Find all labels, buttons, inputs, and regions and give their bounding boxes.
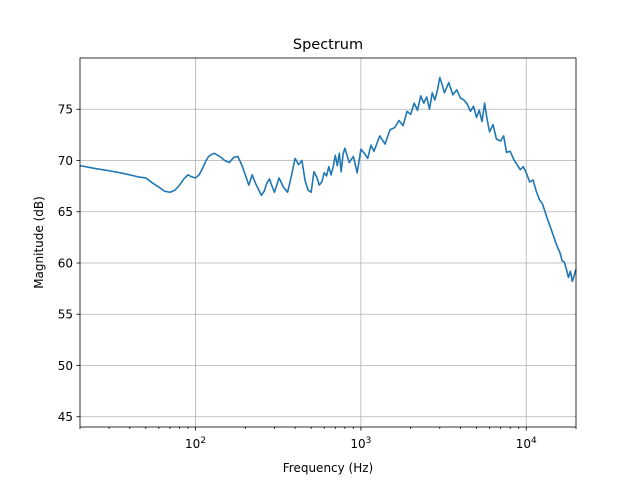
y-tick-label: 50 — [58, 359, 73, 373]
y-tick-label: 55 — [58, 308, 73, 322]
chart-title: Spectrum — [293, 37, 363, 53]
plot-frame — [79, 57, 577, 428]
grid — [80, 58, 576, 427]
ticks: 102 103 104 45 50 55 60 65 70 75 — [58, 103, 577, 451]
series-line — [79, 76, 577, 283]
y-tick-label: 70 — [58, 154, 73, 168]
x-axis-label: Frequency (Hz) — [283, 461, 374, 475]
x-tick-label: 103 — [350, 436, 371, 451]
y-tick-label: 65 — [58, 205, 73, 219]
y-tick-label: 75 — [58, 103, 73, 117]
x-tick-label: 102 — [185, 436, 206, 451]
y-tick-label: 45 — [58, 410, 73, 424]
y-axis-label: Magnitude (dB) — [32, 196, 46, 289]
y-tick-label: 60 — [58, 256, 73, 270]
x-tick-label: 104 — [516, 436, 537, 451]
